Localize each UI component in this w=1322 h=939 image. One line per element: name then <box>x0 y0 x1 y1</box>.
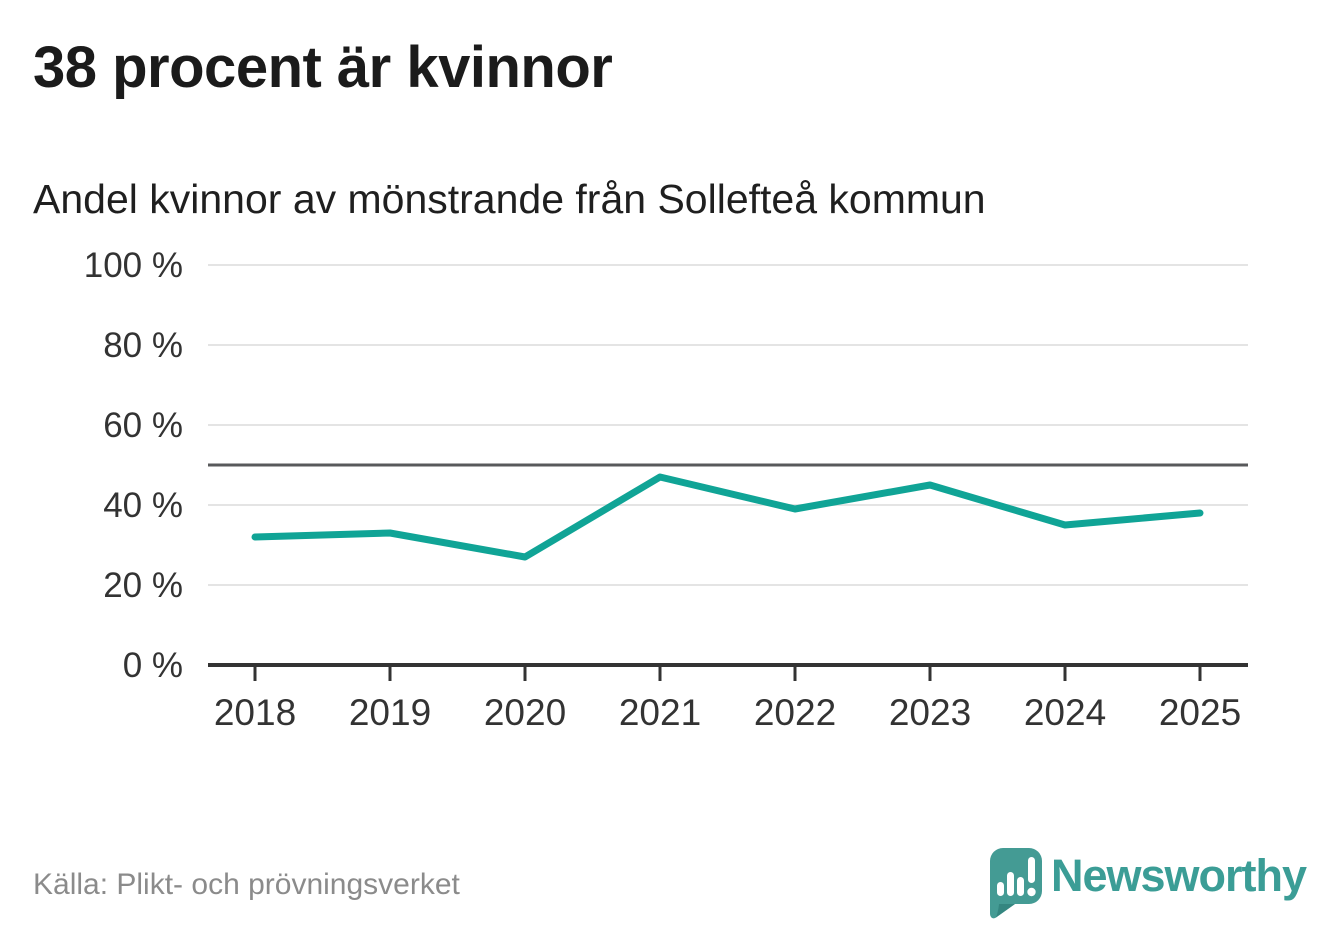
x-axis-label: 2022 <box>754 692 836 733</box>
source-note: Källa: Plikt- och prövningsverket <box>33 868 460 901</box>
x-axis-label: 2020 <box>484 692 566 733</box>
y-axis-label: 60 % <box>103 406 183 445</box>
x-axis-label: 2023 <box>889 692 971 733</box>
y-axis-label: 40 % <box>103 486 183 525</box>
y-axis-label: 20 % <box>103 566 183 605</box>
x-axis-label: 2025 <box>1159 692 1241 733</box>
x-axis-label: 2021 <box>619 692 701 733</box>
chart-title: 38 procent är kvinnor <box>33 35 613 100</box>
y-axis-label: 80 % <box>103 326 183 365</box>
data-line-andel-kvinnor-av-m-nstrande <box>251 473 1204 561</box>
newsworthy-logo: Newsworthy <box>985 845 1307 919</box>
x-axis-label: 2024 <box>1024 692 1106 733</box>
x-axis-label: 2019 <box>349 692 431 733</box>
newsworthy-logo-icon <box>990 848 1042 919</box>
chart-subtitle: Andel kvinnor av mönstrande från Solleft… <box>33 176 986 222</box>
newsworthy-logo-text: Newsworthy <box>1051 850 1307 901</box>
x-axis-label: 2018 <box>214 692 296 733</box>
y-axis-label: 0 % <box>123 646 183 685</box>
y-axis-label: 100 % <box>84 246 183 285</box>
